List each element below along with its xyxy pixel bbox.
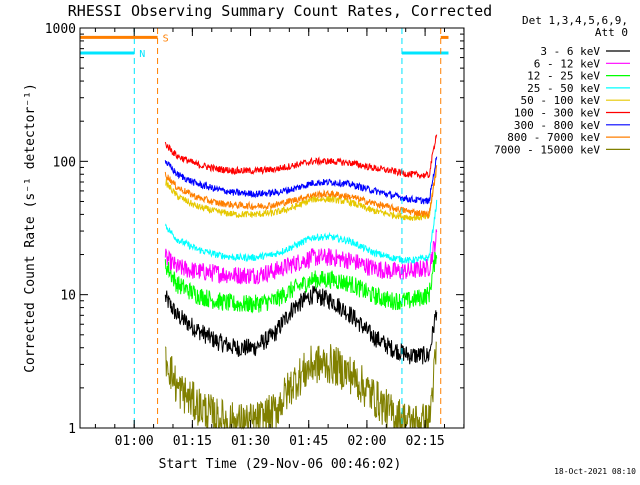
- plot-area: NS: [80, 28, 449, 430]
- x-tick-label-4: 02:00: [347, 434, 386, 449]
- y-axis-label: Corrected Count Rate (s⁻¹ detector⁻¹): [23, 83, 38, 373]
- series-line-12-25-kev: [164, 251, 438, 314]
- timestamp: 18-Oct-2021 08:10: [554, 467, 636, 476]
- series-line-300-800-kev: [164, 156, 438, 205]
- x-tick-label-5: 02:15: [406, 434, 445, 449]
- series-line-25-50-kev: [164, 199, 438, 265]
- y-tick-label-10: 10: [60, 289, 76, 304]
- series-line-800-7000-kev: [164, 165, 438, 219]
- legend-label-50-100-kev: 50 - 100 keV: [521, 94, 601, 107]
- flag-s-label: S: [163, 33, 169, 44]
- series-line-50-100-kev: [165, 165, 438, 221]
- legend-label-25-50-kev: 25 - 50 keV: [527, 82, 600, 95]
- legend-label-12-25-kev: 12 - 25 keV: [527, 70, 600, 83]
- legend-label-7000-15000-kev: 7000 - 15000 keV: [494, 143, 600, 156]
- y-tick-label-1: 1: [68, 422, 76, 437]
- x-axis-label: Start Time (29-Nov-06 00:46:02): [159, 457, 402, 472]
- legend-label-300-800-kev: 300 - 800 keV: [514, 119, 600, 132]
- legend-label-3-6-kev: 3 - 6 keV: [540, 45, 600, 58]
- series-line-7000-15000-kev: [164, 341, 437, 430]
- x-tick-label-3: 01:45: [289, 434, 328, 449]
- series-line-6-12-kev: [164, 229, 438, 285]
- plot-frame: [79, 27, 465, 429]
- flag-n-label: N: [139, 49, 145, 60]
- series-line-100-300-kev: [164, 134, 438, 179]
- y-tick-label-1000: 1000: [45, 22, 76, 37]
- x-tick-label-1: 01:15: [173, 434, 212, 449]
- legend-header-1: Att 0: [595, 26, 628, 39]
- legend-label-100-300-kev: 100 - 300 keV: [514, 107, 600, 120]
- series-line-3-6-kev: [164, 285, 438, 365]
- x-tick-label-0: 01:00: [115, 434, 154, 449]
- legend-label-800-7000-kev: 800 - 7000 keV: [507, 131, 600, 144]
- chart-title: RHESSI Observing Summary Count Rates, Co…: [68, 2, 492, 20]
- axes: 1 10 100 1000 01:00 01:15 01:30 01:45 02:00 02:15: [45, 22, 465, 449]
- legend-label-6-12-kev: 6 - 12 keV: [534, 57, 601, 70]
- y-tick-label-100: 100: [53, 155, 76, 170]
- x-tick-label-2: 01:30: [231, 434, 270, 449]
- legend-header-0: Det 1,3,4,5,6,9,: [522, 14, 628, 27]
